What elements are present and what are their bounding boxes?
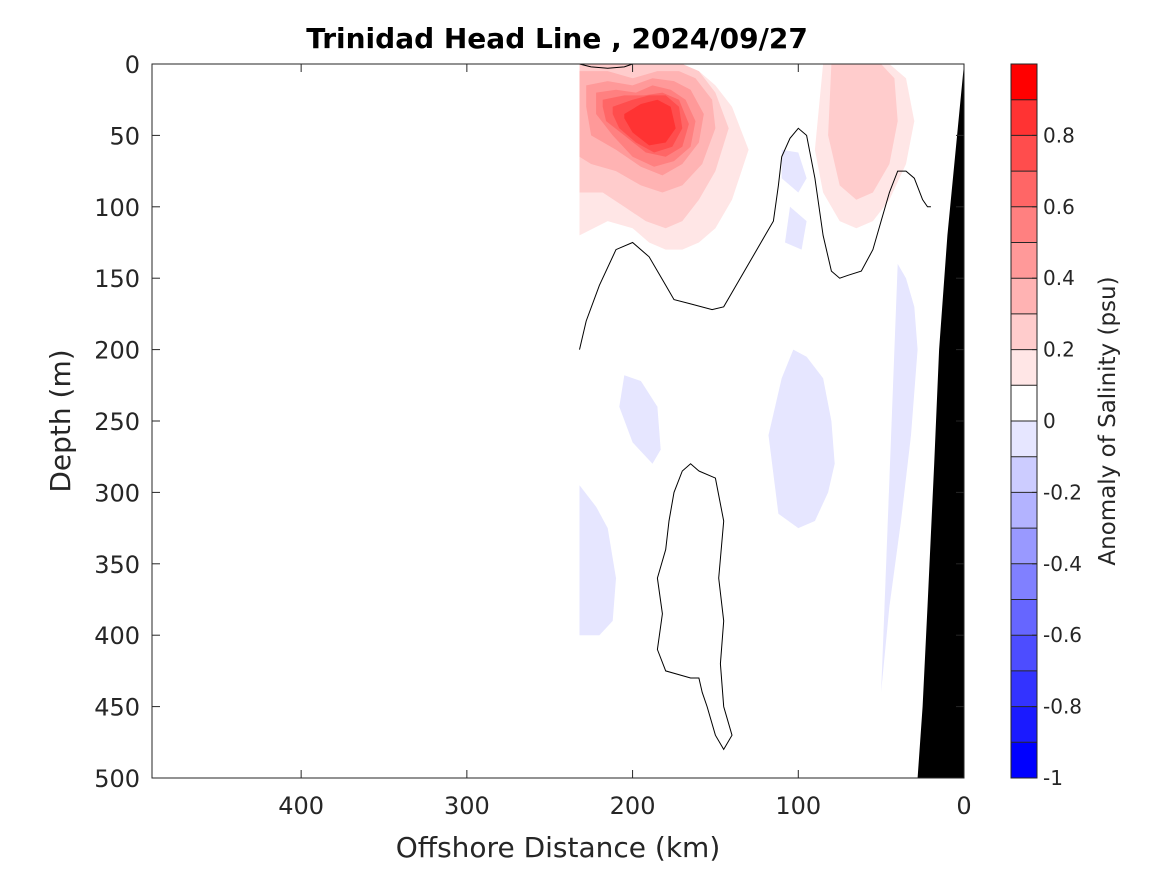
colorbar-tick-label-0: -1	[1043, 766, 1063, 790]
colorbar-swatch-16	[1011, 171, 1037, 208]
colorbar-swatch-18	[1011, 99, 1037, 136]
y-tick-label-1: 50	[109, 122, 140, 150]
colorbar-swatch-3	[1011, 635, 1037, 672]
plot-area: 400 300 200 100 0 0 50 100 150 200 250 300 350 400 45…	[94, 51, 971, 820]
colorbar-tick-label-6: 0.2	[1043, 338, 1075, 362]
y-ticks: 0 50 100 150 200 250 300 350 400 450 500	[94, 51, 964, 793]
x-tick-label-1: 300	[444, 792, 490, 820]
zero-contour-line-1	[656, 463, 733, 751]
x-tick-label-0: 400	[278, 792, 324, 820]
colorbar-swatch-11	[1011, 349, 1037, 386]
colorbar-label: Anomaly of Salinity (psu)	[1095, 276, 1121, 565]
y-tick-label-10: 500	[94, 765, 140, 793]
colorbar-tick-label-1: -0.8	[1043, 695, 1082, 719]
bathymetry-shape	[917, 64, 964, 778]
bathymetry-layer	[917, 64, 964, 778]
y-tick-label-4: 200	[94, 337, 140, 365]
colorbar-swatch-7	[1011, 492, 1037, 529]
zero-contour-line-0	[579, 127, 931, 350]
y-tick-label-8: 400	[94, 622, 140, 650]
positive-anomaly-region-0	[579, 64, 935, 164]
colorbar-swatches	[1011, 64, 1037, 779]
colorbar-swatch-13	[1011, 278, 1037, 315]
negative-anomaly-region-0	[579, 485, 616, 636]
contour-layer	[579, 63, 931, 751]
colorbar-swatch-2	[1011, 670, 1037, 708]
colorbar-swatch-9	[1011, 421, 1037, 458]
negative-anomaly-region-1	[619, 375, 661, 464]
positive-anomaly-region-10	[624, 99, 676, 146]
y-tick-label-0: 0	[125, 51, 140, 79]
y-tick-label-2: 100	[94, 194, 140, 222]
colorbar-swatch-8	[1011, 456, 1037, 493]
negative-anomaly-region-2	[768, 349, 835, 529]
colorbar-swatch-12	[1011, 313, 1037, 351]
fill-layer	[579, 64, 935, 693]
colorbar-swatch-4	[1011, 599, 1037, 636]
y-axis-label: Depth (m)	[44, 349, 77, 492]
chart-title: Trinidad Head Line , 2024/09/27	[306, 22, 808, 55]
colorbar-ticks: -1 -0.8 -0.6 -0.4 -0.2 0 0.2 0.4 0.6 0.8	[1032, 123, 1082, 790]
y-tick-label-5: 250	[94, 408, 140, 436]
y-tick-label-9: 450	[94, 694, 140, 722]
colorbar-swatch-6	[1011, 528, 1037, 565]
colorbar-swatch-15	[1011, 206, 1037, 243]
x-tick-label-3: 100	[775, 792, 821, 820]
colorbar-tick-label-3: -0.4	[1043, 552, 1082, 576]
y-tick-label-6: 300	[94, 479, 140, 507]
zero-contour-line-2	[579, 63, 633, 69]
colorbar: -1 -0.8 -0.6 -0.4 -0.2 0 0.2 0.4 0.6 0.8 Anomaly …	[1010, 63, 1121, 790]
y-tick-label-3: 150	[94, 265, 140, 293]
colorbar-tick-label-9: 0.8	[1043, 123, 1075, 147]
colorbar-swatch-19	[1011, 64, 1037, 101]
colorbar-tick-label-8: 0.6	[1043, 195, 1075, 219]
x-tick-label-2: 200	[610, 792, 656, 820]
colorbar-tick-label-7: 0.4	[1043, 266, 1075, 290]
colorbar-swatch-17	[1011, 135, 1037, 172]
y-tick-label-7: 350	[94, 551, 140, 579]
colorbar-swatch-1	[1011, 706, 1037, 743]
x-axis-label: Offshore Distance (km)	[396, 831, 721, 864]
positive-anomaly-region-4	[828, 64, 898, 200]
negative-anomaly-region-5	[881, 263, 918, 693]
negative-anomaly-region-4	[785, 206, 807, 250]
colorbar-tick-label-2: -0.6	[1043, 623, 1082, 647]
negative-anomaly-region-3	[781, 149, 807, 193]
x-ticks: 400 300 200 100 0	[278, 64, 972, 820]
colorbar-swatch-5	[1011, 563, 1037, 600]
colorbar-swatch-0	[1011, 742, 1037, 779]
colorbar-swatch-10	[1011, 385, 1037, 422]
colorbar-tick-label-4: -0.2	[1043, 480, 1082, 504]
colorbar-swatch-14	[1011, 242, 1037, 279]
x-tick-label-4: 0	[956, 792, 971, 820]
colorbar-tick-label-5: 0	[1043, 409, 1056, 433]
